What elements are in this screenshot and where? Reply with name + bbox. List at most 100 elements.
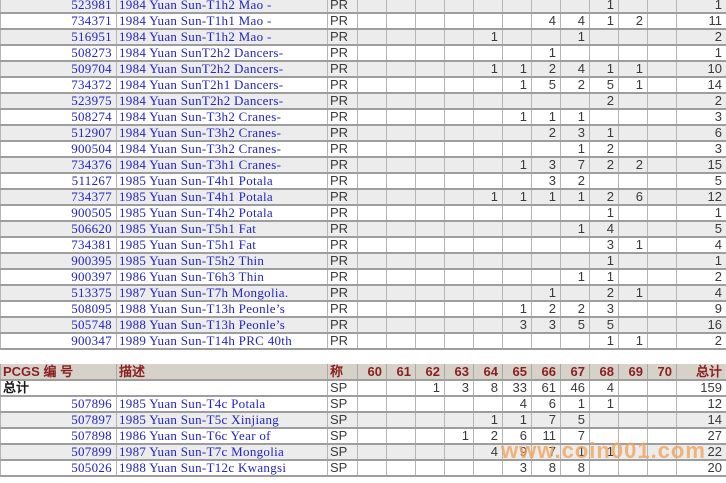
coin-description-link[interactable]: 1986 Yuan Sun-T6h3 Thin bbox=[116, 269, 328, 285]
coin-description-link[interactable]: 1984 Yuan Sun-T1h2 Mao - bbox=[116, 0, 328, 13]
grade-60-count bbox=[357, 412, 387, 428]
grade-67-count bbox=[560, 0, 590, 13]
grade-69-count bbox=[618, 125, 648, 141]
grade-67-count: 5 bbox=[560, 317, 590, 333]
grade-68-count: 3 bbox=[589, 301, 619, 317]
grade-64-count bbox=[473, 333, 503, 349]
coin-description-link[interactable]: 1987 Yuan Sun-T7h Mongolia. bbox=[116, 285, 328, 301]
grade-60-count bbox=[357, 77, 387, 93]
pcgs-number-link[interactable]: 523981 bbox=[0, 0, 117, 13]
coin-description-link[interactable]: 1988 Yuan Sun-T13h Peonle’s bbox=[116, 301, 328, 317]
grade-64-count: 1 bbox=[473, 412, 503, 428]
grade-65-count: 1 bbox=[502, 77, 532, 93]
coin-description-link[interactable]: 1985 Yuan Sun-T5h1 Fat bbox=[116, 237, 328, 253]
designation-label: PR bbox=[327, 109, 358, 125]
grade-67-count bbox=[560, 253, 590, 269]
grade-70-count bbox=[647, 93, 677, 109]
pcgs-number-link[interactable]: 507897 bbox=[0, 412, 117, 428]
pcgs-number-link[interactable]: 900395 bbox=[0, 253, 117, 269]
pcgs-number-link[interactable]: 900347 bbox=[0, 333, 117, 349]
grade-70-count bbox=[647, 61, 677, 77]
pcgs-number-link[interactable]: 507896 bbox=[0, 396, 117, 412]
grade-61-count bbox=[386, 77, 416, 93]
coin-description-link[interactable]: 1984 Yuan Sun-T3h1 Cranes- bbox=[116, 157, 328, 173]
pcgs-number-link[interactable]: 734377 bbox=[0, 189, 117, 205]
grade-60-count bbox=[357, 157, 387, 173]
pcgs-number-link[interactable]: 512907 bbox=[0, 125, 117, 141]
grade-62-count bbox=[415, 141, 445, 157]
pcgs-number-link[interactable]: 508095 bbox=[0, 301, 117, 317]
grade-70-count bbox=[647, 380, 677, 396]
grade-61-count bbox=[386, 285, 416, 301]
grade-68-count: 2 bbox=[589, 285, 619, 301]
pcgs-number-link[interactable]: 508273 bbox=[0, 45, 117, 61]
coin-description-link[interactable]: 1988 Yuan Sun-T13h Peonle’s bbox=[116, 317, 328, 333]
pcgs-number-link[interactable]: 507898 bbox=[0, 428, 117, 444]
grade-62-count bbox=[415, 333, 445, 349]
coin-description-link[interactable]: 1984 Yuan Sun-T3h2 Cranes- bbox=[116, 109, 328, 125]
grade-60-count bbox=[357, 221, 387, 237]
grade-66-count bbox=[531, 93, 561, 109]
grade-69-count: 2 bbox=[618, 157, 648, 173]
pcgs-number-link[interactable]: 523975 bbox=[0, 93, 117, 109]
grade-63-count bbox=[444, 109, 474, 125]
coin-description-link[interactable]: 1984 Yuan SunT2h1 Dancers- bbox=[116, 77, 328, 93]
grade-70-count bbox=[647, 333, 677, 349]
designation-label: SP bbox=[327, 412, 358, 428]
pcgs-number-link[interactable]: 509704 bbox=[0, 61, 117, 77]
pcgs-number-link[interactable]: 900505 bbox=[0, 205, 117, 221]
pcgs-number-link[interactable]: 505026 bbox=[0, 460, 117, 476]
coin-description-link[interactable]: 1984 Yuan Sun-T3h2 Cranes- bbox=[116, 125, 328, 141]
row-total: 10 bbox=[676, 61, 726, 77]
grade-65-count bbox=[502, 221, 532, 237]
pcgs-number-link[interactable]: 508274 bbox=[0, 109, 117, 125]
pcgs-number-link[interactable]: 900504 bbox=[0, 141, 117, 157]
grade-68-count: 1 bbox=[589, 13, 619, 29]
pcgs-number-link[interactable]: 734371 bbox=[0, 13, 117, 29]
grade-65-count: 3 bbox=[502, 317, 532, 333]
pcgs-number-link[interactable]: 734376 bbox=[0, 157, 117, 173]
coin-description-link[interactable]: 1986 Yuan Sun-T6c Year of bbox=[116, 428, 328, 444]
grade-67-count bbox=[560, 93, 590, 109]
grade-67-count: 4 bbox=[560, 61, 590, 77]
coin-description-link[interactable]: 1985 Yuan Sun-T5h1 Fat bbox=[116, 221, 328, 237]
pcgs-number-link[interactable]: 734381 bbox=[0, 237, 117, 253]
coin-description-link[interactable]: 1984 Yuan Sun-T1h2 Mao - bbox=[116, 29, 328, 45]
pcgs-number-link[interactable]: 513375 bbox=[0, 285, 117, 301]
grade-61-count bbox=[386, 157, 416, 173]
table-row: 734371 1984 Yuan Sun-T1h1 Mao - PR 4 4 1 2 11 bbox=[0, 13, 726, 29]
grade-60-count bbox=[357, 301, 387, 317]
column-header-grade-70: 70 bbox=[647, 364, 677, 380]
pcgs-number-link[interactable]: 511267 bbox=[0, 173, 117, 189]
grade-62-count bbox=[415, 189, 445, 205]
coin-description-link[interactable]: 1987 Yuan Sun-T7c Mongolia bbox=[116, 444, 328, 460]
pcgs-number-link[interactable]: 507899 bbox=[0, 444, 117, 460]
row-total: 1 bbox=[676, 0, 726, 13]
pcgs-number-link[interactable]: 734372 bbox=[0, 77, 117, 93]
pcgs-number-link[interactable]: 505748 bbox=[0, 317, 117, 333]
coin-description-link[interactable]: 1984 Yuan Sun-T3h2 Cranes- bbox=[116, 141, 328, 157]
coin-description-link[interactable]: 1984 Yuan SunT2h2 Dancers- bbox=[116, 45, 328, 61]
coin-description-link[interactable]: 1984 Yuan SunT2h2 Dancers- bbox=[116, 61, 328, 77]
grade-69-count bbox=[618, 173, 648, 189]
pcgs-number-link[interactable]: 900397 bbox=[0, 269, 117, 285]
coin-description-link[interactable]: 1985 Yuan Sun-T4h1 Potala bbox=[116, 173, 328, 189]
coin-description-link[interactable]: 1985 Yuan Sun-T4h2 Potala bbox=[116, 205, 328, 221]
coin-description-link[interactable]: 1988 Yuan Sun-T12c Kwangsi bbox=[116, 460, 328, 476]
coin-description-link[interactable]: 1989 Yuan Sun-T14h PRC 40th bbox=[116, 333, 328, 349]
grade-63-count bbox=[444, 29, 474, 45]
coin-description-link[interactable]: 1984 Yuan Sun-T1h1 Mao - bbox=[116, 13, 328, 29]
grade-64-count bbox=[473, 93, 503, 109]
grade-62-count bbox=[415, 13, 445, 29]
coin-description-link[interactable]: 1985 Yuan Sun-T4c Potala bbox=[116, 396, 328, 412]
pcgs-number-link[interactable]: 506620 bbox=[0, 221, 117, 237]
pcgs-number-link[interactable]: 516951 bbox=[0, 29, 117, 45]
coin-description-link[interactable]: 1985 Yuan Sun-T4h1 Potala bbox=[116, 189, 328, 205]
grade-67-count bbox=[560, 45, 590, 61]
grade-63-count bbox=[444, 205, 474, 221]
grade-67-count: 8 bbox=[560, 460, 590, 476]
coin-description-link[interactable]: 1985 Yuan Sun-T5c Xinjiang bbox=[116, 412, 328, 428]
coin-description-link[interactable]: 1985 Yuan Sun-T5h2 Thin bbox=[116, 253, 328, 269]
grade-70-count bbox=[647, 301, 677, 317]
coin-description-link[interactable]: 1984 Yuan SunT2h2 Dancers- bbox=[116, 93, 328, 109]
